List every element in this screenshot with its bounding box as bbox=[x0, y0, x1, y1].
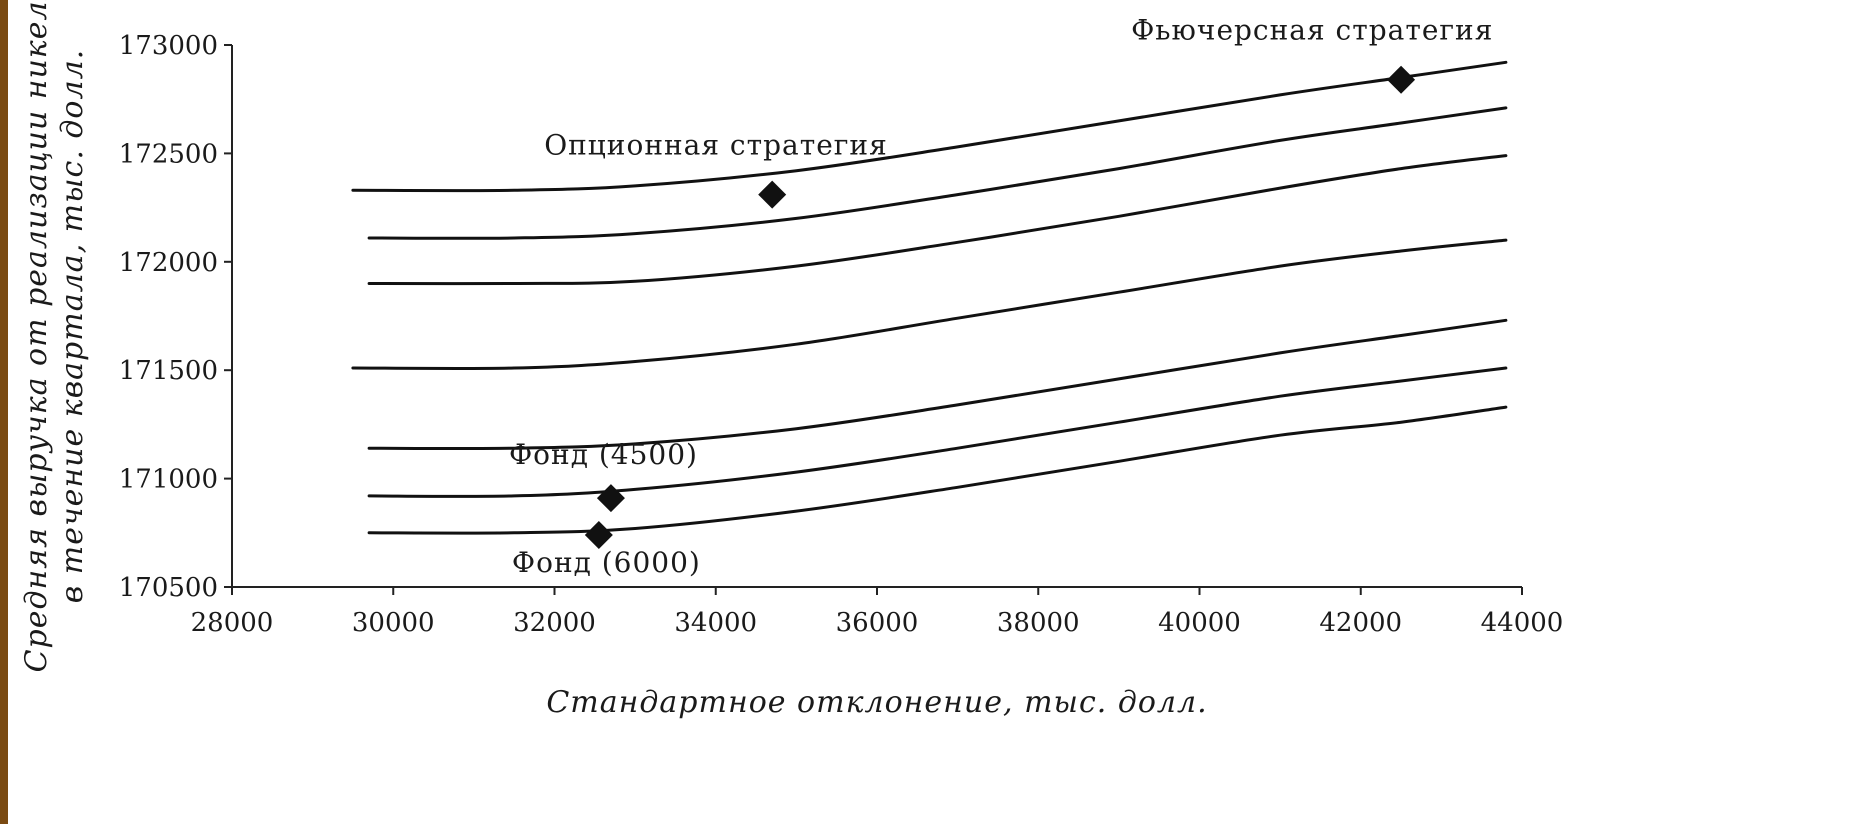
series-line-1 bbox=[353, 62, 1506, 190]
y-axis-title-line-1: Средняя выручка от реализации никеля bbox=[19, 0, 54, 672]
label-layer: Фьючерсная стратегия Опционная стратегия… bbox=[509, 14, 1493, 579]
series-line-6 bbox=[369, 368, 1506, 496]
y-tick-label: 171000 bbox=[119, 465, 218, 495]
y-tick-label: 172000 bbox=[119, 248, 218, 278]
y-ticks: 170500 171000 171500 172000 172500 173000 bbox=[119, 31, 232, 603]
options-strategy-marker bbox=[758, 181, 786, 209]
x-tick-label: 28000 bbox=[191, 608, 274, 638]
x-tick-label: 40000 bbox=[1158, 608, 1241, 638]
x-tick-label: 30000 bbox=[352, 608, 435, 638]
x-tick-label: 36000 bbox=[836, 608, 919, 638]
y-tick-label: 170500 bbox=[119, 573, 218, 603]
x-tick-label: 38000 bbox=[997, 608, 1080, 638]
y-tick-label: 173000 bbox=[119, 31, 218, 61]
y-tick-label: 172500 bbox=[119, 139, 218, 169]
y-tick-label: 171500 bbox=[119, 356, 218, 386]
x-axis-title: Стандартное отклонение, тыс. долл. bbox=[546, 685, 1207, 720]
futures-strategy-label: Фьючерсная стратегия bbox=[1131, 14, 1493, 47]
x-tick-label: 34000 bbox=[674, 608, 757, 638]
series-line-3 bbox=[369, 156, 1506, 284]
fund-6000-marker bbox=[585, 521, 613, 549]
fund-6000-label: Фонд (6000) bbox=[512, 546, 701, 579]
x-ticks: 28000 30000 32000 34000 36000 38000 40000 42000… bbox=[191, 587, 1564, 638]
futures-strategy-marker bbox=[1387, 66, 1415, 94]
series-line-2 bbox=[369, 108, 1506, 238]
x-tick-label: 44000 bbox=[1481, 608, 1564, 638]
x-tick-label: 32000 bbox=[513, 608, 596, 638]
series-line-4 bbox=[353, 240, 1506, 368]
axes-layer: 170500 171000 171500 172000 172500 173000 280… bbox=[119, 31, 1564, 638]
x-tick-label: 42000 bbox=[1319, 608, 1402, 638]
options-strategy-label: Опционная стратегия bbox=[544, 129, 888, 162]
y-axis-title-line-2: в течение квартала, тыс. долл. bbox=[55, 49, 90, 603]
fund-4500-label: Фонд (4500) bbox=[509, 438, 698, 471]
fund-4500-marker bbox=[597, 484, 625, 512]
left-border-strip bbox=[0, 0, 8, 824]
